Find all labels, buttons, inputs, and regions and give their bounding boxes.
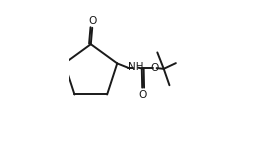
Text: NH: NH — [128, 62, 143, 72]
Text: O: O — [151, 63, 159, 73]
Text: O: O — [89, 16, 97, 26]
Text: O: O — [139, 90, 147, 100]
